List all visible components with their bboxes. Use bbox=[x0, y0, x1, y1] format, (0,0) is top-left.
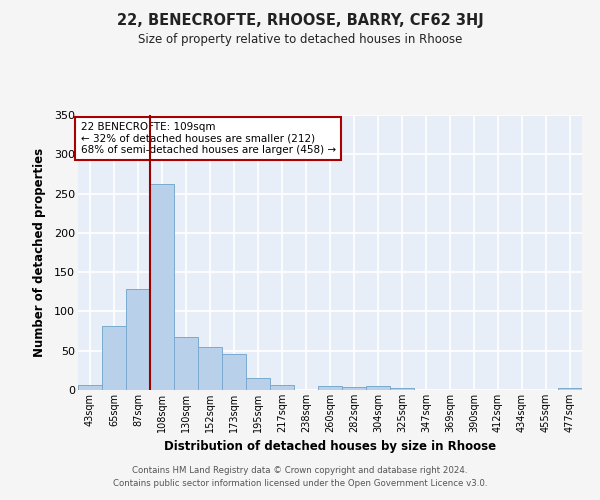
Bar bbox=[246, 378, 270, 390]
Bar bbox=[342, 387, 366, 390]
Bar bbox=[78, 386, 102, 390]
Text: 22, BENECROFTE, RHOOSE, BARRY, CF62 3HJ: 22, BENECROFTE, RHOOSE, BARRY, CF62 3HJ bbox=[116, 12, 484, 28]
Text: Size of property relative to detached houses in Rhoose: Size of property relative to detached ho… bbox=[138, 32, 462, 46]
Bar bbox=[102, 326, 126, 390]
Text: 22 BENECROFTE: 109sqm
← 32% of detached houses are smaller (212)
68% of semi-det: 22 BENECROFTE: 109sqm ← 32% of detached … bbox=[80, 122, 335, 155]
Text: Contains HM Land Registry data © Crown copyright and database right 2024.
Contai: Contains HM Land Registry data © Crown c… bbox=[113, 466, 487, 487]
Bar bbox=[366, 386, 390, 390]
Bar bbox=[150, 184, 174, 390]
Y-axis label: Number of detached properties: Number of detached properties bbox=[33, 148, 46, 357]
X-axis label: Distribution of detached houses by size in Rhoose: Distribution of detached houses by size … bbox=[164, 440, 496, 454]
Bar bbox=[318, 386, 342, 390]
Bar bbox=[270, 384, 294, 390]
Bar bbox=[126, 288, 150, 390]
Bar bbox=[558, 388, 582, 390]
Bar bbox=[222, 354, 246, 390]
Bar bbox=[390, 388, 414, 390]
Bar bbox=[198, 347, 222, 390]
Bar bbox=[174, 338, 198, 390]
